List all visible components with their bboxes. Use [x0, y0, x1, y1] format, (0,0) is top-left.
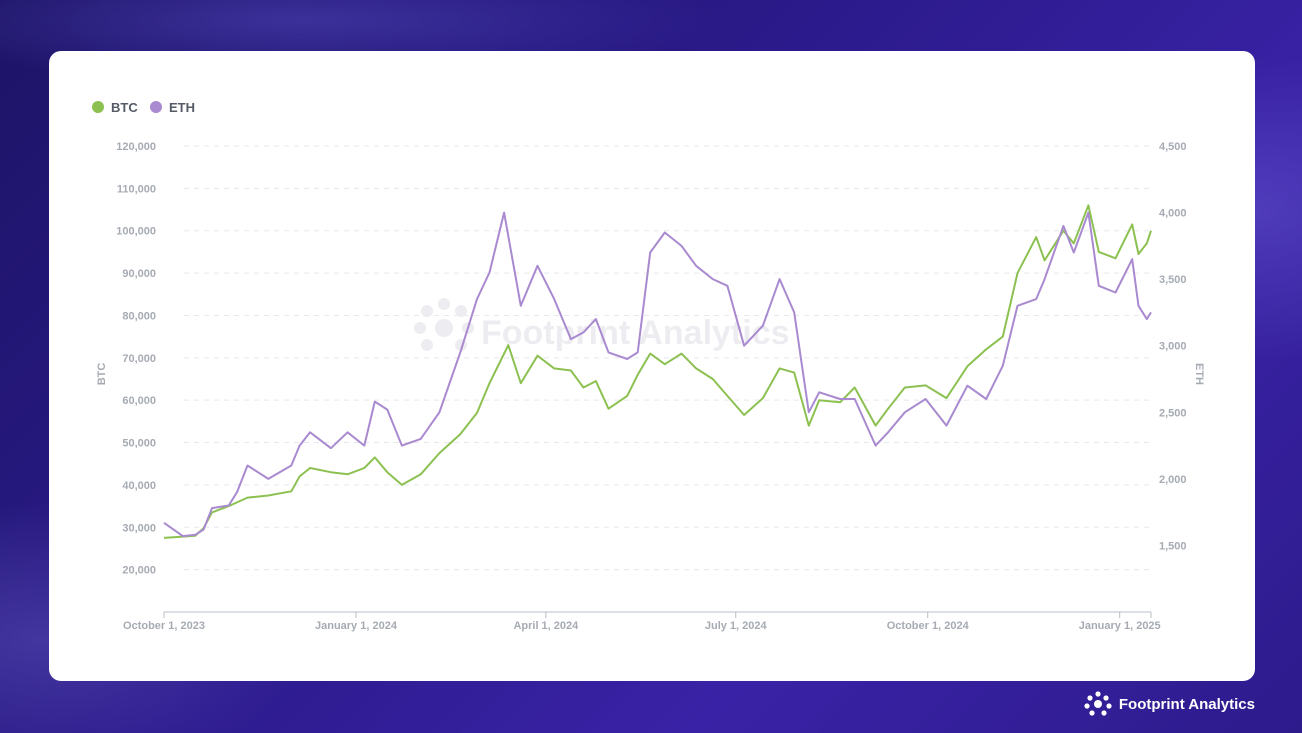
right-axis-ticks: 1,500 2,000 2,500 3,000 3,500 4,000 4,500 [1159, 141, 1187, 552]
right-axis-title: ETH [1193, 363, 1205, 385]
left-axis-ticks: 20,000 30,000 40,000 50,000 60,000 70,000 80,0… [116, 141, 156, 577]
chart-card: Footprint Analytics BTC ETH 20,000 30,000… [49, 51, 1255, 681]
footprint-logo-icon [1084, 691, 1112, 716]
right-tick-label: 2,500 [1159, 407, 1187, 419]
brand-footer: Footprint Analytics [1083, 691, 1255, 717]
price-chart: Footprint Analytics BTC ETH 20,000 30,000… [92, 100, 1205, 632]
left-tick-label: 70,000 [122, 353, 156, 365]
right-tick-label: 1,500 [1159, 540, 1187, 552]
legend-eth-dot [150, 101, 162, 113]
legend-btc-dot [92, 101, 104, 113]
grid [184, 145, 1151, 571]
legend-eth-label[interactable]: ETH [169, 100, 195, 115]
legend: BTC ETH [92, 100, 195, 115]
watermark: Footprint Analytics [414, 298, 790, 352]
right-tick-label: 4,000 [1159, 208, 1187, 220]
x-tick-label: October 1, 2023 [123, 620, 205, 632]
left-tick-label: 120,000 [116, 141, 156, 153]
eth-series-line [163, 211, 1152, 538]
x-tick-label: April 1, 2024 [513, 620, 579, 632]
right-tick-label: 2,000 [1159, 474, 1187, 486]
watermark-text: Footprint Analytics [481, 314, 790, 352]
left-tick-label: 20,000 [122, 565, 156, 577]
x-tick-label: July 1, 2024 [705, 620, 768, 632]
brand-name: Footprint Analytics [1118, 695, 1255, 713]
left-tick-label: 80,000 [122, 310, 156, 322]
right-tick-label: 3,000 [1159, 341, 1187, 353]
left-tick-label: 110,000 [117, 183, 156, 195]
left-tick-label: 100,000 [116, 226, 156, 238]
x-tick-label: January 1, 2025 [1079, 620, 1161, 632]
right-tick-label: 4,500 [1159, 141, 1187, 153]
left-tick-label: 60,000 [122, 395, 156, 407]
left-tick-label: 40,000 [122, 480, 156, 492]
right-tick-label: 3,500 [1159, 274, 1187, 286]
x-tick-label: January 1, 2024 [315, 620, 398, 632]
x-axis-ticks: October 1, 2023 January 1, 2024 April 1, 2… [123, 612, 1161, 632]
watermark-logo-icon [414, 298, 474, 351]
left-axis-title: BTC [96, 363, 108, 386]
left-tick-label: 30,000 [122, 522, 156, 534]
left-tick-label: 50,000 [122, 438, 156, 450]
legend-btc-label[interactable]: BTC [111, 100, 138, 115]
left-tick-label: 90,000 [122, 268, 156, 280]
x-tick-label: October 1, 2024 [887, 620, 970, 632]
btc-series-line [163, 204, 1152, 539]
